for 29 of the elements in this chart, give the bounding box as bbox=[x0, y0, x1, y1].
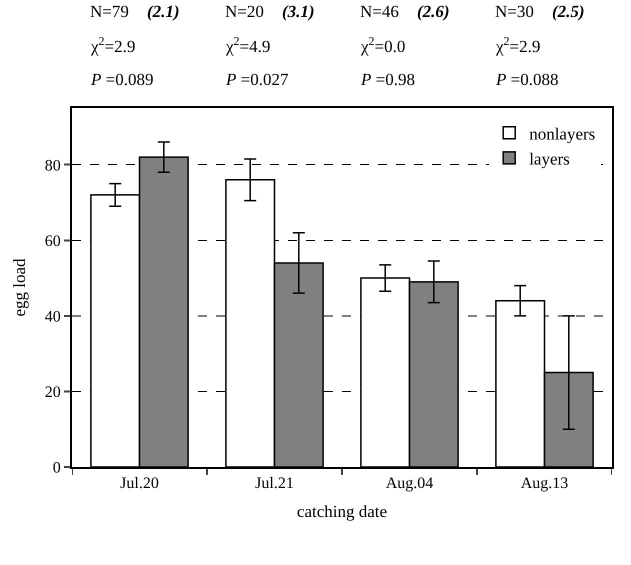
text: χ$^{2}$=0.0 bbox=[360, 34, 406, 56]
y-tick-label: 20 bbox=[44, 384, 61, 402]
text: P =0.027 bbox=[225, 70, 289, 89]
text: χ$^{2}$=2.9 bbox=[495, 34, 540, 56]
x-tick-label: Aug.04 bbox=[386, 475, 434, 492]
y-tick-label: 40 bbox=[44, 308, 61, 326]
text: (3.1) bbox=[282, 2, 315, 21]
text: (2.6) bbox=[417, 2, 450, 21]
text: χ$^{2}$=2.9 bbox=[90, 34, 136, 56]
x-tick-label: Jul.21 bbox=[255, 475, 294, 492]
y-tick-label: 0 bbox=[52, 460, 61, 477]
x-tick-label: Aug.13 bbox=[520, 475, 568, 492]
text: P =0.089 bbox=[90, 70, 154, 89]
text: (2.1) bbox=[147, 2, 180, 21]
text: N=30 bbox=[495, 2, 534, 21]
text: N=20 bbox=[225, 2, 264, 21]
x-axis-title: catching date bbox=[296, 502, 388, 522]
text: P =0.98 bbox=[360, 70, 415, 89]
y-tick-label: 60 bbox=[44, 232, 61, 250]
x-tick-label: Jul.20 bbox=[120, 475, 159, 492]
y-axis-title: egg load bbox=[10, 258, 29, 317]
legend-label: nonlayers bbox=[529, 124, 596, 144]
text: N=46 bbox=[360, 2, 399, 21]
legend-label: layers bbox=[529, 149, 570, 168]
y-tick-label: 80 bbox=[44, 157, 61, 174]
text: N=79 bbox=[90, 2, 129, 21]
text: P =0.088 bbox=[495, 70, 558, 89]
text: (2.5) bbox=[552, 2, 585, 21]
text: χ$^{2}$=4.9 bbox=[225, 34, 270, 56]
